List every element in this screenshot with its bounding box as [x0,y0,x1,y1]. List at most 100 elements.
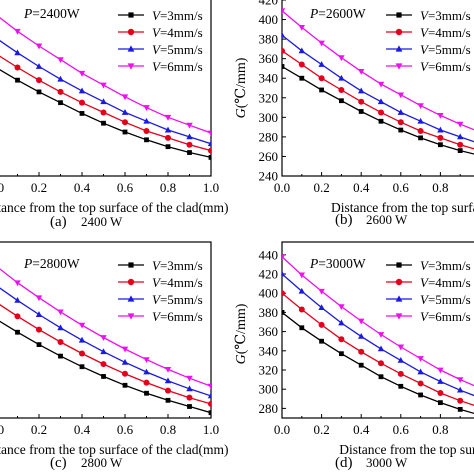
data-point [100,348,107,355]
data-point [358,333,365,339]
data-point [207,130,211,137]
data-point [319,87,324,93]
data-point [438,400,443,406]
data-point [282,290,285,297]
data-point [397,344,404,351]
data-point [418,392,423,398]
data-point [79,364,85,370]
legend: V=3mm/s V=4mm/s V=5mm/s V=6mm/s [386,258,471,324]
data-point [298,272,305,279]
data-point [165,387,171,394]
data-point [378,118,384,124]
legend-label: V=6mm/s [152,59,203,74]
data-point [377,345,385,352]
legend-marker [395,295,403,302]
data-point [208,410,211,416]
legend-marker [127,295,135,302]
x-tick-label: 0.0 [274,422,290,437]
data-point [457,377,464,383]
data-point [36,77,42,84]
data-point [36,89,42,95]
data-point [438,142,443,148]
panel-caption-letter: (b) [335,212,353,228]
data-point [57,88,64,95]
data-point [186,141,193,148]
data-point [57,75,64,82]
legend-marker [128,12,134,18]
data-point [143,117,150,124]
y-tick-label: 340 [259,343,279,358]
y-tick-label: 260 [259,149,279,164]
power-label: P=2800W [23,256,80,271]
x-tick-label: 1.0 [203,180,219,195]
data-point [417,356,424,362]
data-point [164,366,172,373]
data-point [122,382,128,388]
x-axis-label: Distance from the top surface of the cla… [0,442,229,457]
legend-label: V=3mm/s [152,8,203,23]
data-point [298,306,305,313]
data-point [187,404,192,409]
data-point [57,324,64,331]
data-point [377,81,385,88]
data-point [164,377,172,384]
data-point [318,40,325,47]
data-point [186,375,193,382]
data-point [457,397,464,404]
data-point [165,397,171,403]
data-point [358,68,365,75]
data-point [319,338,324,344]
y-tick-label: 320 [259,363,279,378]
data-point [165,134,171,141]
panel-caption-text: 3000 W [366,455,408,470]
data-point [101,120,106,126]
legend-marker [128,262,134,268]
data-point [378,360,384,367]
data-point [122,119,128,126]
data-point [207,383,211,390]
data-point [282,270,286,277]
data-point [58,353,63,359]
data-point [144,137,149,143]
data-point [58,100,63,106]
data-point [164,114,172,121]
data-point [14,49,21,56]
power-label: P=2600W [309,6,366,21]
data-point [282,31,286,38]
data-point [318,288,325,295]
chart-panel-2: 0.0 0.2 0.4 0.6 0.8 240 260 280 300 320 340 360 380 4… [234,0,474,228]
x-axis-label: Distance from the top surface of the cla… [0,200,229,215]
data-point [15,329,20,335]
x-tick-label: 0.6 [117,180,134,195]
legend-marker [395,278,403,286]
data-point [358,318,365,325]
x-axis-label: Distance from the top surface of the cla… [331,200,474,215]
chart-panel-1: 0.0 0.2 0.4 0.6 0.8 1.0 Distance from the top … [0,0,229,230]
x-tick-label: 0.2 [313,422,329,437]
legend-label: V=5mm/s [152,42,203,57]
data-point [207,392,211,399]
data-point [437,367,444,374]
y-tick-label: 320 [259,90,279,105]
legend-marker [396,262,402,268]
data-point [338,304,345,311]
legend-label: V=4mm/s [152,25,203,40]
data-point [358,98,365,105]
y-tick-label: 280 [259,401,279,416]
legend-marker [395,45,403,52]
series-line-3mm/s [282,311,474,415]
data-point [122,129,128,135]
data-point [100,98,107,105]
data-point [121,109,129,115]
legend-label: V=4mm/s [152,275,203,290]
power-label: P=2400W [23,6,80,21]
data-point [78,70,86,77]
y-tick-label: 340 [259,71,279,86]
data-point [437,134,444,141]
series-group [282,254,474,415]
data-point [417,380,424,387]
data-point [35,43,43,50]
legend: V=3mm/s V=4mm/s V=5mm/s V=6mm/s [118,258,203,324]
data-point [358,109,364,114]
x-tick-label: 0.2 [313,180,329,195]
